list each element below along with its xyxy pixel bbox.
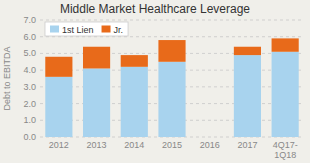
bar <box>83 47 110 69</box>
bars <box>45 38 298 137</box>
y-tick-label: 0.0 <box>23 132 36 142</box>
bar <box>234 47 261 55</box>
x-tick-label: 2017 <box>237 140 257 150</box>
legend-label: 1st Lien <box>62 25 94 35</box>
x-tick-label: 2016 <box>200 140 220 150</box>
x-tick-label: 2015 <box>162 140 182 150</box>
x-tick-label: 2014 <box>124 140 144 150</box>
x-tick-label: 2013 <box>87 140 107 150</box>
chart: 0.0 1.0 2.0 3.0 4.0 5.0 6.0 7.0 2012 2013 2014 2015… <box>0 0 310 163</box>
bar <box>121 67 148 137</box>
legend-frame <box>45 22 128 36</box>
bar <box>272 52 299 137</box>
y-tick-label: 1.0 <box>23 115 36 125</box>
y-tick-label: 2.0 <box>23 99 36 109</box>
bar <box>83 68 110 137</box>
bar <box>196 137 223 138</box>
bar <box>121 55 148 67</box>
y-tick-label: 4.0 <box>23 65 36 75</box>
bar <box>45 77 72 137</box>
grid-line <box>40 20 304 21</box>
x-tick-label: 2012 <box>49 140 69 150</box>
legend-label: Jr. <box>114 25 124 35</box>
y-axis-label: Debt to EBITDA <box>2 46 12 110</box>
y-tick-label: 3.0 <box>23 82 36 92</box>
y-tick-label: 6.0 <box>23 32 36 42</box>
legend: 1st Lien Jr. <box>45 22 128 36</box>
legend-swatch <box>102 26 111 33</box>
bar <box>45 57 72 77</box>
bar <box>196 137 223 138</box>
legend-swatch <box>50 26 59 33</box>
background <box>0 0 310 163</box>
bar <box>158 40 185 62</box>
bar <box>234 55 261 137</box>
title: Middle Market Healthcare Leverage <box>60 2 250 16</box>
bar <box>158 62 185 137</box>
y-tick-label: 5.0 <box>23 48 36 58</box>
y-tick-label: 7.0 <box>23 15 36 25</box>
grid <box>40 20 304 137</box>
bar <box>272 38 299 51</box>
x-tick-label: 4Q17-1Q18 <box>273 140 298 160</box>
